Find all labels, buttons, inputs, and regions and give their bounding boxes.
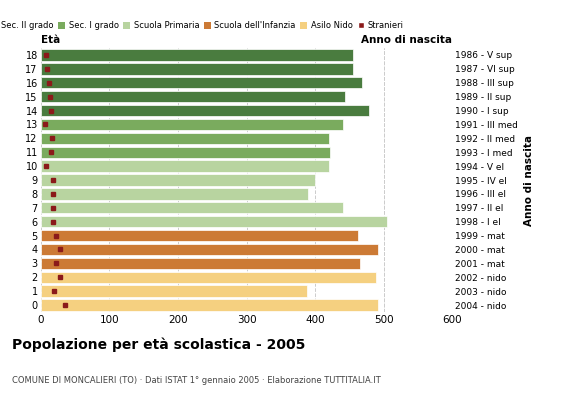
Bar xyxy=(41,286,307,297)
Bar xyxy=(41,272,375,283)
Bar xyxy=(41,133,329,144)
Y-axis label: Anno di nascita: Anno di nascita xyxy=(524,134,534,226)
Bar xyxy=(41,244,378,255)
Bar xyxy=(41,63,353,74)
Bar xyxy=(41,216,387,227)
Bar xyxy=(41,299,378,311)
Bar xyxy=(41,230,358,241)
Text: Anno di nascita: Anno di nascita xyxy=(361,35,452,45)
Bar xyxy=(41,202,343,214)
Text: Popolazione per età scolastica - 2005: Popolazione per età scolastica - 2005 xyxy=(12,338,305,352)
Legend: Sec. II grado, Sec. I grado, Scuola Primaria, Scuola dell'Infanzia, Asilo Nido, : Sec. II grado, Sec. I grado, Scuola Prim… xyxy=(0,18,407,33)
Bar xyxy=(41,119,343,130)
Bar xyxy=(41,105,369,116)
Bar xyxy=(41,49,353,61)
Bar xyxy=(41,188,309,200)
Text: COMUNE DI MONCALIERI (TO) · Dati ISTAT 1° gennaio 2005 · Elaborazione TUTTITALIA: COMUNE DI MONCALIERI (TO) · Dati ISTAT 1… xyxy=(12,376,380,385)
Bar xyxy=(41,91,345,102)
Text: Età: Età xyxy=(41,35,60,45)
Bar xyxy=(41,77,362,88)
Bar xyxy=(41,146,330,158)
Bar xyxy=(41,258,360,269)
Bar xyxy=(41,174,315,186)
Bar xyxy=(41,160,329,172)
